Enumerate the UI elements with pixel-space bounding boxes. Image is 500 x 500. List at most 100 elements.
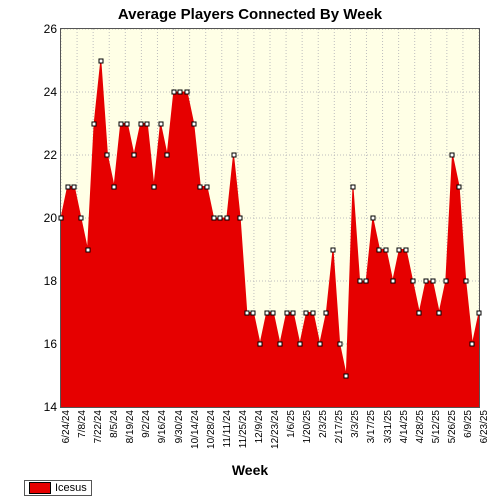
y-tick: 24 — [44, 85, 57, 99]
data-marker — [437, 310, 442, 315]
plot-area: 14161820222426 6/24/247/8/247/22/248/5/2… — [60, 28, 480, 408]
x-tick: 12/9/24 — [254, 410, 265, 443]
x-tick: 12/23/24 — [270, 410, 281, 449]
data-marker — [125, 121, 130, 126]
x-tick: 4/14/25 — [399, 410, 410, 443]
data-marker — [364, 279, 369, 284]
data-marker — [357, 279, 362, 284]
x-tick: 10/14/24 — [190, 410, 201, 449]
data-marker — [98, 58, 103, 63]
x-tick: 8/19/24 — [125, 410, 136, 443]
data-marker — [178, 90, 183, 95]
data-marker — [423, 279, 428, 284]
data-marker — [131, 153, 136, 158]
data-marker — [450, 153, 455, 158]
data-marker — [231, 153, 236, 158]
data-marker — [417, 310, 422, 315]
x-tick: 7/22/24 — [93, 410, 104, 443]
data-marker — [78, 216, 83, 221]
data-marker — [92, 121, 97, 126]
y-tick: 16 — [44, 337, 57, 351]
data-marker — [430, 279, 435, 284]
x-tick: 8/5/24 — [109, 410, 120, 438]
x-tick: 6/24/24 — [61, 410, 72, 443]
data-marker — [185, 90, 190, 95]
y-tick: 20 — [44, 211, 57, 225]
data-marker — [145, 121, 150, 126]
data-marker — [171, 90, 176, 95]
data-marker — [112, 184, 117, 189]
x-tick: 7/8/24 — [77, 410, 88, 438]
data-marker — [158, 121, 163, 126]
x-tick: 1/6/25 — [286, 410, 297, 438]
data-marker — [463, 279, 468, 284]
x-tick: 9/2/24 — [141, 410, 152, 438]
x-tick: 3/3/25 — [350, 410, 361, 438]
x-tick: 6/9/25 — [463, 410, 474, 438]
data-marker — [191, 121, 196, 126]
data-marker — [470, 342, 475, 347]
data-marker — [72, 184, 77, 189]
data-marker — [224, 216, 229, 221]
data-marker — [59, 216, 64, 221]
y-tick: 18 — [44, 274, 57, 288]
data-marker — [258, 342, 263, 347]
data-marker — [397, 247, 402, 252]
chart-svg — [61, 29, 479, 407]
x-axis-label: Week — [0, 462, 500, 478]
legend-label: Icesus — [55, 482, 87, 494]
x-tick: 2/3/25 — [318, 410, 329, 438]
data-marker — [198, 184, 203, 189]
data-marker — [264, 310, 269, 315]
data-marker — [291, 310, 296, 315]
data-marker — [297, 342, 302, 347]
data-marker — [350, 184, 355, 189]
legend-swatch — [29, 482, 51, 494]
x-tick: 1/20/25 — [302, 410, 313, 443]
data-marker — [244, 310, 249, 315]
x-tick: 3/31/25 — [383, 410, 394, 443]
data-marker — [404, 247, 409, 252]
data-marker — [165, 153, 170, 158]
data-marker — [410, 279, 415, 284]
data-marker — [271, 310, 276, 315]
data-marker — [238, 216, 243, 221]
y-tick: 22 — [44, 148, 57, 162]
data-marker — [284, 310, 289, 315]
data-marker — [218, 216, 223, 221]
data-marker — [477, 310, 482, 315]
x-tick: 9/16/24 — [157, 410, 168, 443]
data-marker — [105, 153, 110, 158]
x-tick: 6/23/25 — [479, 410, 490, 443]
data-marker — [151, 184, 156, 189]
data-marker — [370, 216, 375, 221]
x-tick: 11/25/24 — [238, 410, 249, 448]
x-tick: 9/30/24 — [174, 410, 185, 443]
data-marker — [204, 184, 209, 189]
data-marker — [384, 247, 389, 252]
data-marker — [377, 247, 382, 252]
chart-legend: Icesus — [24, 480, 92, 496]
x-tick: 5/26/25 — [447, 410, 458, 443]
data-marker — [317, 342, 322, 347]
x-tick: 4/28/25 — [415, 410, 426, 443]
data-marker — [138, 121, 143, 126]
data-marker — [118, 121, 123, 126]
data-marker — [251, 310, 256, 315]
data-marker — [324, 310, 329, 315]
data-marker — [211, 216, 216, 221]
x-tick: 10/28/24 — [206, 410, 217, 449]
data-marker — [65, 184, 70, 189]
x-tick: 2/17/25 — [334, 410, 345, 443]
data-marker — [311, 310, 316, 315]
x-tick: 3/17/25 — [366, 410, 377, 443]
y-tick: 26 — [44, 22, 57, 36]
data-marker — [390, 279, 395, 284]
data-marker — [331, 247, 336, 252]
data-marker — [277, 342, 282, 347]
data-marker — [85, 247, 90, 252]
y-tick: 14 — [44, 400, 57, 414]
data-marker — [304, 310, 309, 315]
chart-title: Average Players Connected By Week — [0, 6, 500, 23]
chart-frame: Average Players Connected By Week Player… — [0, 0, 500, 500]
